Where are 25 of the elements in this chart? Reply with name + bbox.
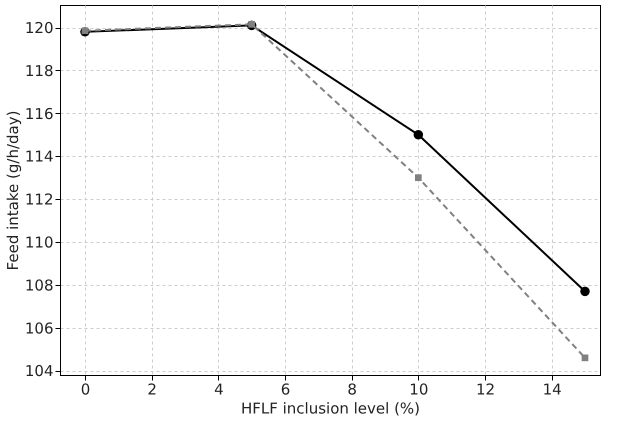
y-tick-label: 118 bbox=[24, 62, 54, 80]
y-axis-title: Feed intake (g/h/day) bbox=[4, 110, 22, 270]
y-tick-label: 112 bbox=[24, 190, 54, 209]
y-tick-label: 110 bbox=[24, 234, 54, 252]
x-tick-label: 4 bbox=[214, 380, 224, 398]
x-tick-label: 10 bbox=[409, 380, 428, 398]
y-tick-label: 108 bbox=[24, 276, 54, 294]
point bbox=[414, 130, 424, 140]
point bbox=[580, 286, 590, 296]
x-axis-title: HFLF inclusion level (%) bbox=[240, 400, 420, 418]
y-tick-label: 116 bbox=[24, 104, 54, 123]
point bbox=[248, 20, 256, 28]
y-tick-label: 106 bbox=[24, 319, 54, 338]
y-tick-label: 114 bbox=[24, 148, 54, 166]
y-tick-label: 104 bbox=[24, 362, 54, 380]
x-tick-label: 14 bbox=[542, 380, 562, 398]
x-tick-label: 0 bbox=[80, 380, 90, 398]
y-tick-label: 120 bbox=[24, 19, 54, 38]
x-tick-label: 12 bbox=[476, 380, 496, 398]
x-tick-label: 6 bbox=[280, 380, 290, 398]
x-tick-label: 2 bbox=[147, 380, 157, 398]
point bbox=[414, 174, 422, 182]
x-tick-label: 8 bbox=[347, 380, 357, 398]
point bbox=[82, 27, 88, 34]
point bbox=[582, 354, 588, 362]
